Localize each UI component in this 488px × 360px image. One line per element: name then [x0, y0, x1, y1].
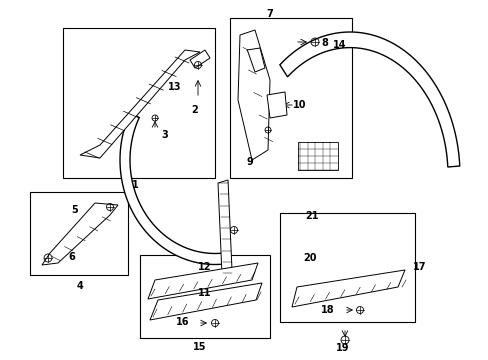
Text: 20: 20	[303, 253, 316, 263]
Polygon shape	[80, 50, 200, 158]
Polygon shape	[218, 180, 231, 275]
Bar	[297, 142, 337, 170]
Bar	[280, 213, 414, 322]
Text: 5: 5	[71, 205, 78, 215]
Text: 12: 12	[198, 262, 211, 272]
Polygon shape	[279, 32, 459, 167]
Text: 21: 21	[305, 211, 318, 221]
Polygon shape	[150, 283, 262, 320]
Text: 13: 13	[168, 82, 182, 92]
Text: 6: 6	[68, 252, 75, 262]
Text: 7: 7	[266, 9, 273, 19]
Text: 17: 17	[412, 262, 426, 272]
Text: 14: 14	[332, 40, 346, 50]
Bar	[63, 28, 215, 178]
Text: 10: 10	[293, 100, 306, 110]
Text: 1: 1	[131, 180, 138, 190]
Polygon shape	[190, 50, 209, 68]
Text: 11: 11	[198, 288, 211, 298]
Polygon shape	[148, 263, 258, 299]
Bar	[229, 18, 351, 178]
Bar	[140, 255, 269, 338]
Polygon shape	[266, 92, 286, 118]
Polygon shape	[120, 113, 229, 265]
Text: 19: 19	[336, 343, 349, 353]
Text: 2: 2	[191, 105, 198, 115]
Polygon shape	[42, 203, 118, 265]
Polygon shape	[291, 270, 404, 307]
Bar	[30, 192, 128, 275]
Polygon shape	[246, 48, 264, 72]
Polygon shape	[238, 30, 269, 160]
Text: 16: 16	[176, 317, 189, 327]
Text: 15: 15	[193, 342, 206, 352]
Text: 8: 8	[321, 38, 328, 48]
Text: 9: 9	[246, 157, 253, 167]
Text: 4: 4	[77, 281, 83, 291]
Text: 3: 3	[162, 130, 168, 140]
Text: 18: 18	[321, 305, 334, 315]
